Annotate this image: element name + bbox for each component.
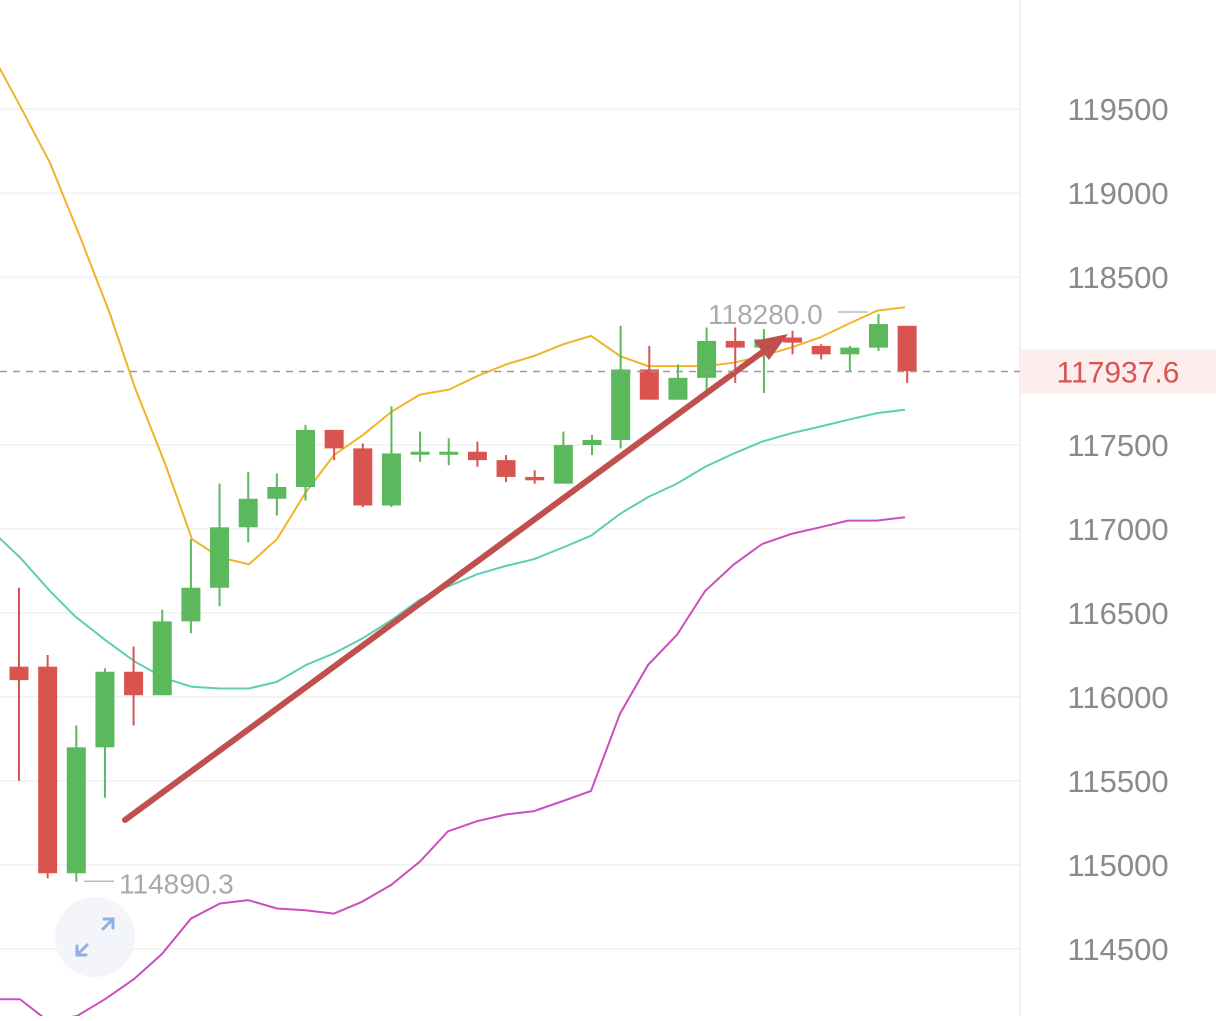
candle-body[interactable] xyxy=(611,369,631,440)
candle[interactable] xyxy=(869,314,888,351)
candle[interactable] xyxy=(611,325,631,449)
candle[interactable] xyxy=(697,327,717,397)
candle-body[interactable] xyxy=(783,337,803,343)
trend-arrow-shaft xyxy=(122,345,771,823)
candle-body[interactable] xyxy=(410,451,430,455)
high-price-label: 118280.0 xyxy=(708,299,823,330)
candle-body[interactable] xyxy=(639,369,659,400)
candle[interactable] xyxy=(439,438,459,466)
candle[interactable] xyxy=(525,470,545,484)
candle[interactable] xyxy=(324,429,344,461)
candle-body[interactable] xyxy=(238,498,258,528)
candle-body[interactable] xyxy=(152,621,172,696)
candle-body[interactable] xyxy=(38,666,58,874)
candle-body[interactable] xyxy=(496,460,516,477)
candles[interactable] xyxy=(9,314,917,882)
low-price-label: 114890.3 xyxy=(119,868,234,899)
candle[interactable] xyxy=(840,345,860,372)
candle[interactable] xyxy=(582,434,602,456)
candle-body[interactable] xyxy=(381,453,401,506)
axis-tick-label: 114500 xyxy=(1067,932,1168,967)
candle[interactable] xyxy=(296,424,315,501)
axis-tick-label: 115000 xyxy=(1067,848,1168,883)
axis-tick-label: 119000 xyxy=(1067,176,1168,211)
axis-tick-label: 115500 xyxy=(1067,764,1168,799)
candle-body[interactable] xyxy=(353,448,373,506)
candle-body[interactable] xyxy=(897,325,917,372)
candle[interactable] xyxy=(897,325,917,383)
candle[interactable] xyxy=(410,431,430,462)
candle[interactable] xyxy=(783,330,803,355)
candle[interactable] xyxy=(353,443,373,508)
candle-body[interactable] xyxy=(582,439,602,446)
candle-body[interactable] xyxy=(9,666,29,681)
last-price-badge xyxy=(1020,349,1216,394)
candle[interactable] xyxy=(38,654,58,879)
axis-tick-label: 116500 xyxy=(1067,596,1168,631)
candle[interactable] xyxy=(66,725,86,882)
candle[interactable] xyxy=(553,431,573,484)
candle-body[interactable] xyxy=(811,345,831,355)
last-price-label: 117937.6 xyxy=(1057,357,1180,390)
candle[interactable] xyxy=(639,345,659,400)
price-axis[interactable]: 119500 119000 118500 117500 117000 116500 1160… xyxy=(1067,92,1168,967)
candle-body[interactable] xyxy=(124,671,144,696)
axis-tick-label: 116000 xyxy=(1067,680,1168,715)
axis-tick-label: 117000 xyxy=(1067,512,1168,547)
trend-arrow-head xyxy=(754,334,788,360)
expand-arrows-icon xyxy=(75,917,115,957)
candle[interactable] xyxy=(811,344,831,360)
candle[interactable] xyxy=(467,441,487,467)
last-price-line: 117937.6 xyxy=(0,349,1216,394)
candle-body[interactable] xyxy=(439,451,459,455)
candle[interactable] xyxy=(152,609,172,696)
candle-body[interactable] xyxy=(267,487,287,499)
price-markers: 118280.0 114890.3 xyxy=(84,299,868,899)
candle-body[interactable] xyxy=(467,451,487,461)
candle-body[interactable] xyxy=(869,324,888,348)
candle-body[interactable] xyxy=(525,476,545,481)
candle-body[interactable] xyxy=(668,377,688,400)
candle-body[interactable] xyxy=(95,671,115,748)
middle-band-line xyxy=(0,408,906,690)
expand-button[interactable] xyxy=(55,897,135,977)
candle[interactable] xyxy=(267,473,287,516)
candle-body[interactable] xyxy=(725,340,745,348)
candle[interactable] xyxy=(381,406,401,508)
candle-body[interactable] xyxy=(553,445,573,484)
candle[interactable] xyxy=(210,483,230,607)
candle[interactable] xyxy=(95,668,115,798)
candle[interactable] xyxy=(181,539,201,634)
candle-body[interactable] xyxy=(296,429,315,488)
candle[interactable] xyxy=(238,471,258,543)
candle-body[interactable] xyxy=(324,429,344,449)
candle-body[interactable] xyxy=(697,340,717,378)
axis-tick-label: 119500 xyxy=(1067,92,1168,127)
trend-arrow xyxy=(122,334,788,823)
candle[interactable] xyxy=(668,364,688,400)
candle-body[interactable] xyxy=(210,527,230,588)
lower-band-line xyxy=(0,516,906,1021)
candle[interactable] xyxy=(124,646,144,726)
axis-tick-label: 117500 xyxy=(1067,428,1168,463)
candle-body[interactable] xyxy=(181,587,201,622)
candle-body[interactable] xyxy=(66,747,86,874)
candle-body[interactable] xyxy=(840,347,860,355)
candle[interactable] xyxy=(496,455,516,482)
axis-tick-label: 118500 xyxy=(1067,260,1168,295)
candle[interactable] xyxy=(9,587,29,781)
grid-lines xyxy=(0,108,1020,950)
